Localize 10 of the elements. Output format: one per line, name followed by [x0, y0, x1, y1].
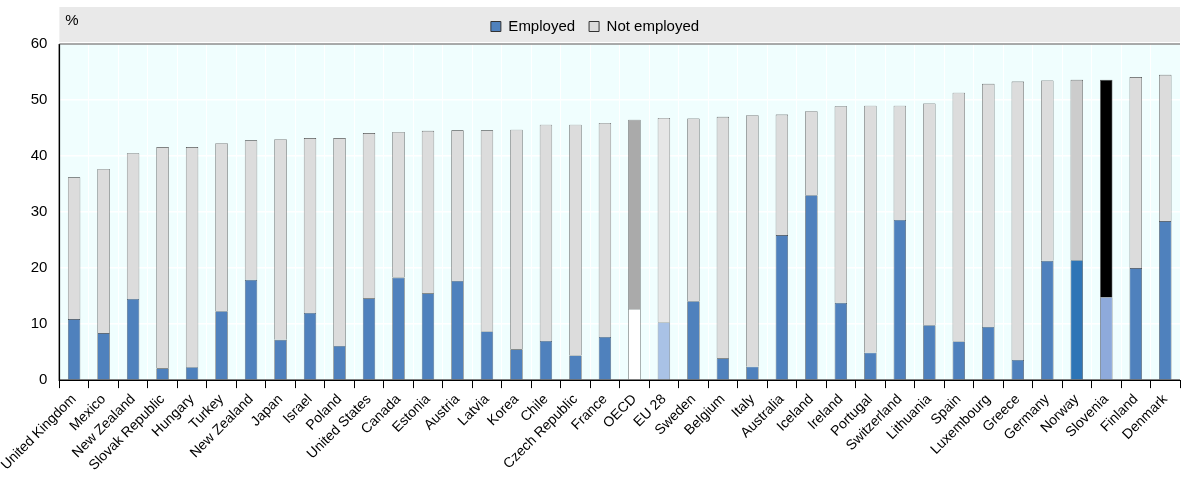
legend-label: Not employed	[606, 16, 700, 34]
legend-label: Employed	[508, 16, 576, 34]
y-tick-label: 20	[30, 258, 48, 276]
y-tick-label: 0	[39, 370, 48, 388]
y-axis-title: %	[65, 10, 79, 28]
y-tick-label: 60	[30, 34, 48, 52]
y-tick-label: 50	[30, 90, 48, 108]
y-tick-label: 30	[30, 202, 48, 220]
y-tick-label: 10	[30, 314, 48, 332]
y-tick-label: 40	[30, 146, 48, 164]
